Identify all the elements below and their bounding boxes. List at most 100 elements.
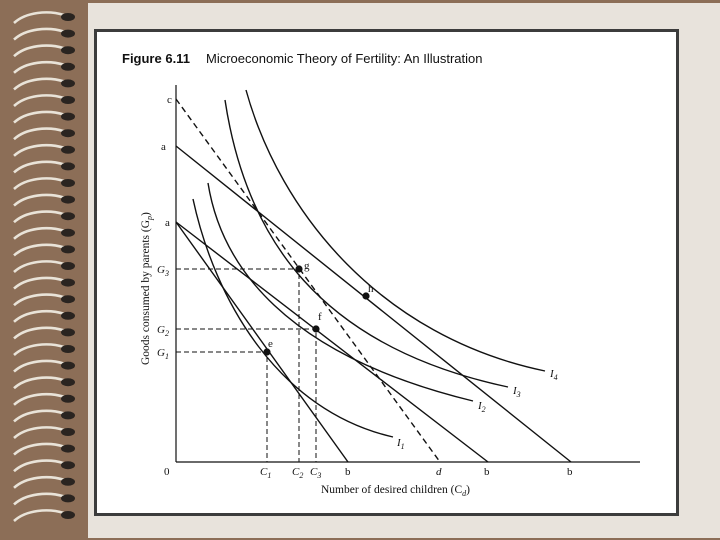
- budget-lines: [175, 98, 572, 463]
- indifference-curves: [192, 89, 546, 438]
- binding-ring: [13, 243, 75, 257]
- binding-wire: [13, 177, 65, 191]
- binding-wire: [13, 293, 65, 307]
- binding-wire: [13, 260, 65, 274]
- spiral-binding: [13, 11, 75, 523]
- binding-hole: [61, 494, 75, 503]
- binding-wire: [13, 226, 65, 240]
- binding-ring: [13, 409, 75, 423]
- binding-ring: [13, 392, 75, 406]
- binding-ring: [13, 210, 75, 224]
- binding-hole: [61, 212, 75, 221]
- origin-label: 0: [164, 466, 170, 478]
- x-label-c2: C2: [292, 466, 303, 480]
- binding-wire: [13, 409, 65, 423]
- binding-wire: [13, 359, 65, 373]
- y-axis-title: Goods consumed by parents (Gp): [140, 212, 154, 365]
- y-label-a-low: a: [165, 217, 170, 229]
- binding-hole: [61, 511, 75, 519]
- x-axis-title: Number of desired children (Cd): [321, 484, 470, 498]
- y-label-c: c: [167, 94, 172, 106]
- point-e: [263, 348, 271, 356]
- binding-wire: [13, 326, 65, 340]
- curve-label-i3: I3: [512, 385, 521, 399]
- figure-panel: Figure 6.11 Microeconomic Theory of Fert…: [94, 29, 679, 516]
- indifference-curve-i1: [192, 198, 394, 438]
- binding-hole: [61, 477, 75, 486]
- guide-lines: [176, 268, 317, 462]
- binding-wire: [13, 343, 65, 357]
- binding-ring: [13, 77, 75, 91]
- curve-label-i4: I4: [549, 368, 558, 382]
- binding-ring: [13, 475, 75, 489]
- binding-wire: [13, 27, 65, 41]
- binding-ring: [13, 27, 75, 41]
- binding-ring: [13, 193, 75, 207]
- binding-hole: [61, 295, 75, 304]
- y-label-a-high: a: [161, 141, 166, 153]
- point-h: [362, 292, 370, 300]
- binding-ring: [13, 110, 75, 124]
- binding-ring: [13, 160, 75, 174]
- binding-ring: [13, 376, 75, 390]
- x-label-b-steep: b: [345, 466, 351, 478]
- binding-hole: [61, 13, 75, 21]
- x-label-d: d: [436, 466, 442, 478]
- binding-hole: [61, 245, 75, 254]
- binding-ring: [13, 309, 75, 323]
- binding-hole: [61, 62, 75, 71]
- binding-hole: [61, 29, 75, 38]
- binding-ring: [13, 509, 75, 523]
- axes: [175, 85, 640, 463]
- binding-ring: [13, 94, 75, 108]
- binding-wire: [13, 60, 65, 74]
- binding-wire: [13, 11, 65, 25]
- binding-wire: [13, 143, 65, 157]
- binding-hole: [61, 394, 75, 403]
- point-f: [312, 325, 320, 333]
- binding-wire: [13, 426, 65, 440]
- binding-ring: [13, 44, 75, 58]
- binding-hole: [61, 262, 75, 270]
- binding-hole: [61, 79, 75, 88]
- binding-wire: [13, 459, 65, 473]
- binding-ring: [13, 442, 75, 456]
- binding-ring: [13, 359, 75, 373]
- tangency-points: [263, 265, 370, 356]
- fertility-diagram: Figure 6.11 Microeconomic Theory of Fert…: [122, 51, 640, 498]
- binding-hole: [61, 361, 75, 370]
- binding-ring: [13, 276, 75, 290]
- binding-ring: [13, 226, 75, 240]
- binding-wire: [13, 110, 65, 124]
- binding-hole: [61, 96, 75, 104]
- binding-wire: [13, 127, 65, 141]
- curve-label-i1: I1: [396, 437, 405, 451]
- point-e-label: e: [268, 338, 273, 350]
- g1-c1-guide: [176, 351, 268, 462]
- indifference-curve-i2: [207, 182, 474, 402]
- y-label-g3: G3: [157, 264, 169, 278]
- binding-wire: [13, 160, 65, 174]
- binding-hole: [61, 145, 75, 154]
- binding-ring: [13, 127, 75, 141]
- point-h-label: h: [368, 283, 374, 295]
- y-label-g1: G1: [157, 347, 169, 361]
- binding-hole: [61, 46, 75, 55]
- binding-ring: [13, 260, 75, 274]
- binding-ring: [13, 343, 75, 357]
- binding-wire: [13, 492, 65, 506]
- binding-wire: [13, 309, 65, 323]
- budget-line-ab-steep: [175, 221, 349, 463]
- binding-wire: [13, 94, 65, 108]
- binding-hole: [61, 129, 75, 138]
- indifference-curve-i4: [245, 89, 546, 372]
- binding-hole: [61, 345, 75, 353]
- binding-wire: [13, 442, 65, 456]
- figure-title: Microeconomic Theory of Fertility: An Il…: [206, 51, 482, 66]
- budget-line-ab-flat: [175, 221, 489, 463]
- binding-hole: [61, 411, 75, 420]
- binding-hole: [61, 112, 75, 121]
- binding-ring: [13, 459, 75, 473]
- binding-wire: [13, 77, 65, 91]
- x-label-c1: C1: [260, 466, 271, 480]
